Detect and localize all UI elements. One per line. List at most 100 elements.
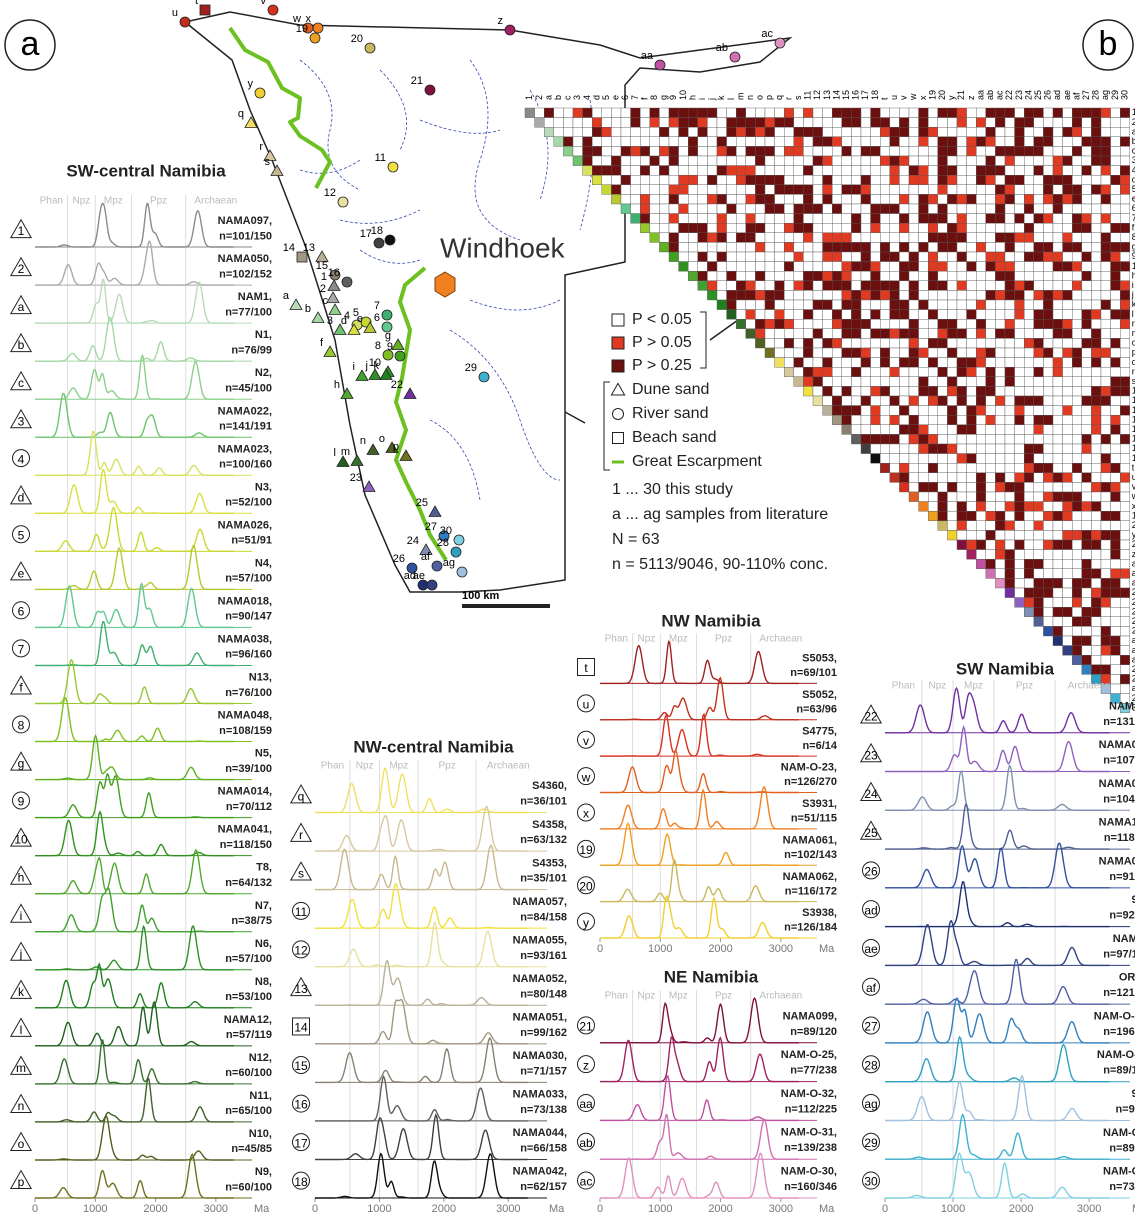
- matrix-cell: [1091, 280, 1102, 291]
- matrix-cell: [1119, 539, 1130, 550]
- map-sample-label: r: [259, 141, 263, 153]
- matrix-cell: [1081, 587, 1092, 598]
- matrix-cell: [1110, 222, 1121, 233]
- matrix-cell: [880, 299, 891, 310]
- matrix-cell: [1004, 146, 1015, 157]
- map-sample: [179, 16, 191, 28]
- matrix-cell: [976, 463, 987, 474]
- matrix-cell: [1091, 645, 1102, 656]
- matrix-cell: [928, 107, 939, 118]
- sample-symbol: [12, 449, 30, 468]
- matrix-cell: [995, 184, 1006, 195]
- matrix-cell: [1014, 559, 1025, 570]
- matrix-cell: [1110, 126, 1121, 137]
- matrix-cell: [707, 242, 718, 253]
- matrix-cell: [956, 136, 967, 147]
- matrix-cell: [976, 117, 987, 128]
- matrix-cell: [908, 174, 919, 185]
- matrix-cell: [889, 222, 900, 233]
- matrix-cell: [630, 146, 641, 157]
- era-label: Npz: [929, 681, 947, 692]
- matrix-cell: [918, 434, 929, 445]
- matrix-cell: [726, 155, 737, 166]
- sample-n: n=160/346: [784, 1181, 837, 1193]
- sample-name: NAM13: [1113, 933, 1135, 945]
- x-tick-label: 2000: [432, 1203, 456, 1215]
- matrix-cell: [1043, 424, 1054, 435]
- matrix-cell: [1043, 155, 1054, 166]
- sample-id: ab: [579, 1136, 593, 1150]
- matrix-cell: [860, 357, 871, 368]
- matrix-col-label: v: [899, 95, 909, 100]
- matrix-cell: [716, 146, 727, 157]
- map-sample-label: j: [365, 360, 368, 372]
- sample-name: NAMA12,: [224, 1014, 272, 1026]
- matrix-cell: [716, 165, 727, 176]
- matrix-cell: [1014, 242, 1025, 253]
- matrix-cell: [1014, 290, 1025, 301]
- matrix-cell: [985, 443, 996, 454]
- matrix-cell: [1110, 607, 1121, 618]
- matrix-row-label: 2: [1132, 117, 1135, 127]
- matrix-cell: [1062, 146, 1073, 157]
- matrix-cell: [1100, 635, 1111, 646]
- matrix-cell: [985, 424, 996, 435]
- map-sample-label: l: [334, 447, 336, 459]
- matrix-cell: [1033, 251, 1044, 262]
- sample-symbol: [862, 1171, 880, 1190]
- sample-n: n=9/24: [1115, 1104, 1135, 1116]
- matrix-cell: [928, 328, 939, 339]
- matrix-cell: [1071, 261, 1082, 272]
- matrix-cell: [832, 347, 843, 358]
- matrix-cell: [956, 174, 967, 185]
- matrix-cell: [649, 155, 660, 166]
- matrix-cell: [1071, 347, 1082, 358]
- matrix-cell: [774, 107, 785, 118]
- x-tick-label: 2000: [143, 1203, 167, 1215]
- matrix-cell: [726, 136, 737, 147]
- map-sample-label: 5: [353, 307, 359, 319]
- matrix-cell: [1100, 655, 1111, 666]
- matrix-cell: [1110, 626, 1121, 637]
- matrix-cell: [1062, 549, 1073, 560]
- map-sample-label: 12: [324, 187, 336, 199]
- matrix-cell: [697, 242, 708, 253]
- sample-id: o: [18, 1137, 25, 1151]
- matrix-cell: [870, 117, 881, 128]
- matrix-cell: [937, 491, 948, 502]
- matrix-cell: [1081, 126, 1092, 137]
- kde-curve: [315, 998, 528, 1045]
- matrix-cell: [928, 434, 939, 445]
- map-sample: [419, 543, 433, 555]
- sample-n: n=91/15: [1109, 871, 1135, 883]
- matrix-cell: [880, 261, 891, 272]
- matrix-cell: [611, 136, 622, 147]
- matrix-cell: [870, 222, 881, 233]
- matrix-cell: [908, 280, 919, 291]
- matrix-cell: [995, 222, 1006, 233]
- matrix-cell: [736, 222, 747, 233]
- matrix-cell: [860, 405, 871, 416]
- sample-n: n=70/112: [226, 801, 272, 813]
- matrix-cell: [726, 242, 737, 253]
- matrix-cell: [1014, 261, 1025, 272]
- sample-id: ag: [864, 1097, 877, 1111]
- matrix-cell: [716, 242, 727, 253]
- legend-swatch: [611, 336, 625, 350]
- sample-name: N1,: [255, 329, 272, 341]
- country-outline: [183, 11, 793, 593]
- matrix-cell: [1119, 443, 1130, 454]
- matrix-cell: [899, 424, 910, 435]
- matrix-cell: [726, 174, 737, 185]
- matrix-cell: [678, 251, 689, 262]
- matrix-col-label: k: [716, 95, 726, 100]
- matrix-cell: [937, 443, 948, 454]
- matrix-cell: [1119, 242, 1130, 253]
- matrix-col-label: af: [1071, 92, 1081, 100]
- matrix-cell: [745, 251, 756, 262]
- matrix-cell: [851, 367, 862, 378]
- matrix-cell: [1081, 357, 1092, 368]
- matrix-cell: [899, 463, 910, 474]
- matrix-cell: [937, 155, 948, 166]
- matrix-cell: [1004, 165, 1015, 176]
